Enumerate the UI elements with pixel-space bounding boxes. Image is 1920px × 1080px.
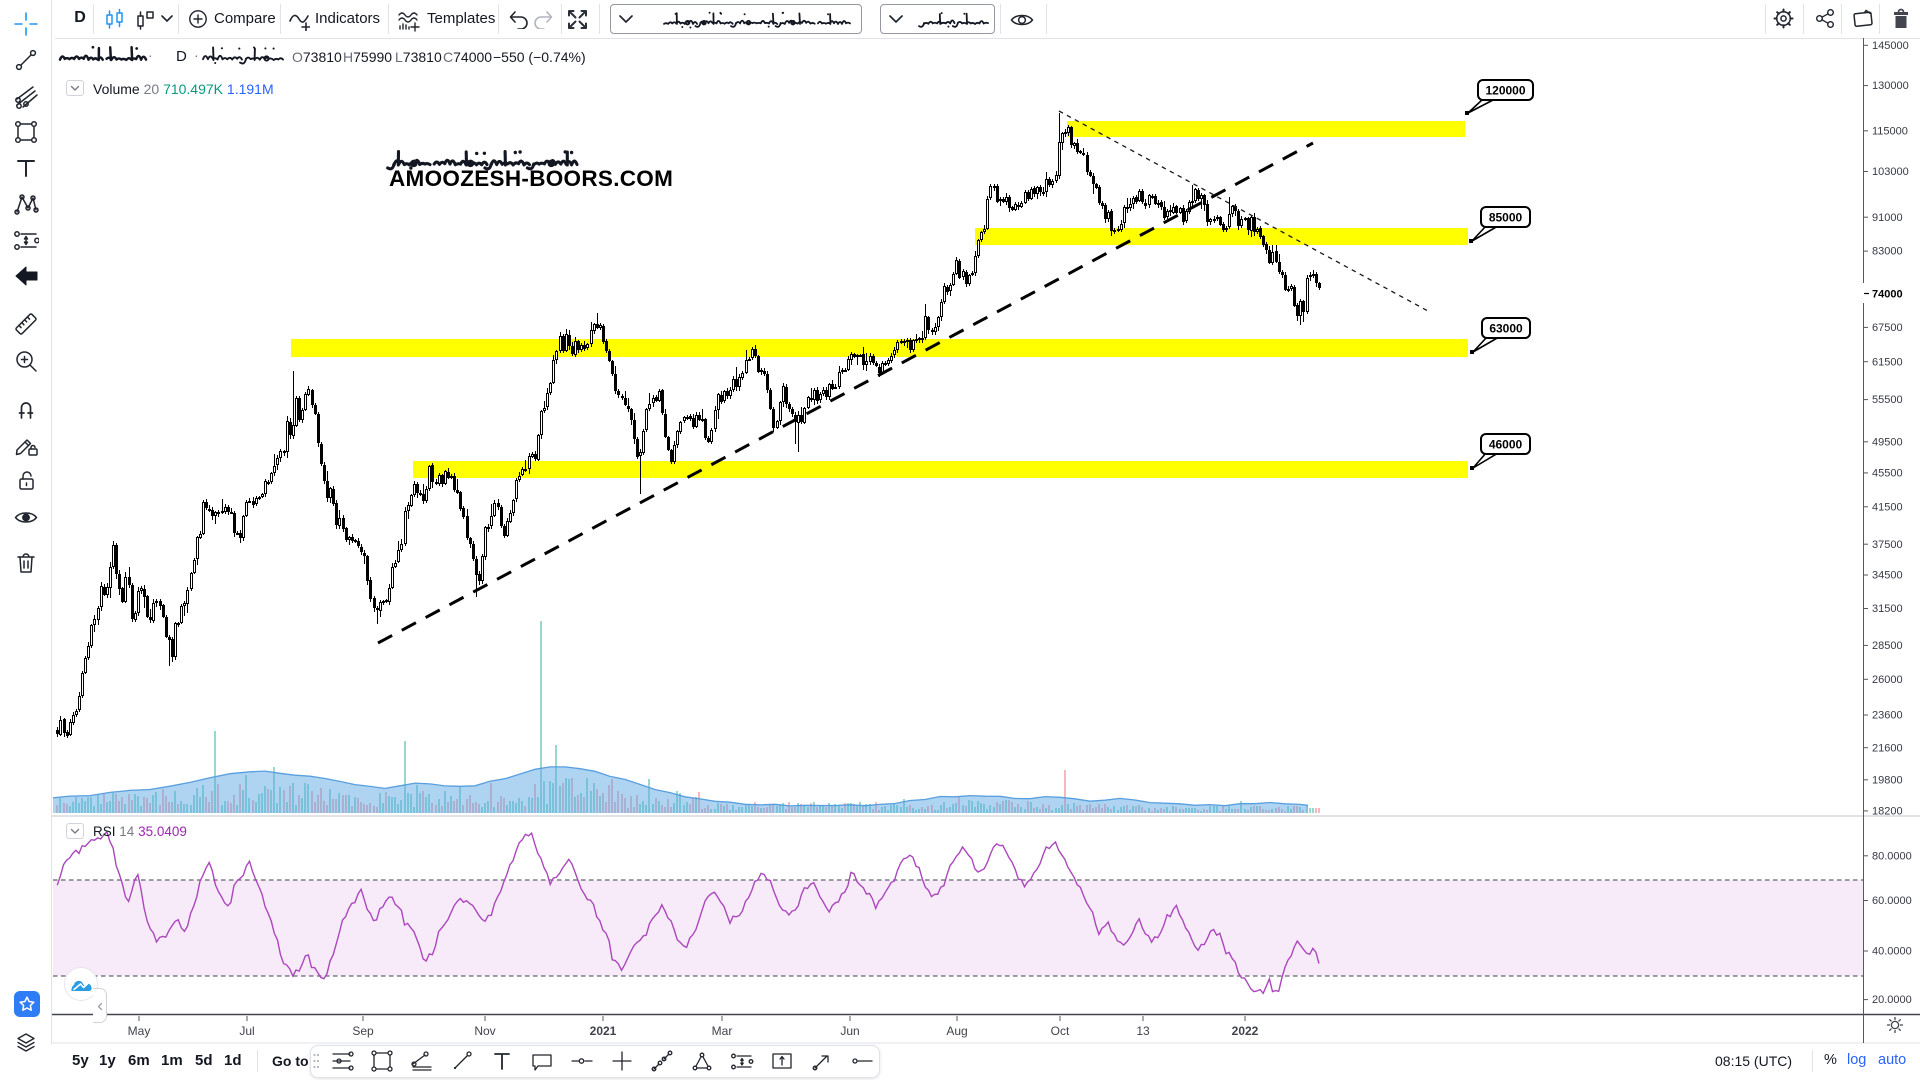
svg-text:145000: 145000 <box>1872 40 1909 52</box>
svg-text:18200: 18200 <box>1872 806 1903 818</box>
svg-text:67500: 67500 <box>1872 322 1903 334</box>
svg-text:Sep: Sep <box>352 1024 374 1038</box>
svg-text:19800: 19800 <box>1872 774 1903 786</box>
svg-text:60.0000: 60.0000 <box>1872 895 1912 907</box>
svg-text:AMOOZESH-BOORS.COM: AMOOZESH-BOORS.COM <box>389 166 673 191</box>
svg-text:61500: 61500 <box>1872 356 1903 368</box>
svg-text:83000: 83000 <box>1872 246 1903 258</box>
svg-text:46000: 46000 <box>1489 438 1523 452</box>
svg-text:2022: 2022 <box>1232 1024 1259 1038</box>
svg-text:74000: 74000 <box>1872 289 1903 301</box>
svg-text:120000: 120000 <box>1485 84 1525 98</box>
svg-text:85000: 85000 <box>1489 211 1523 225</box>
svg-text:115000: 115000 <box>1872 125 1908 137</box>
svg-text:34500: 34500 <box>1872 570 1903 582</box>
svg-text:103000: 103000 <box>1872 166 1909 178</box>
svg-text:May: May <box>128 1024 151 1038</box>
svg-text:45500: 45500 <box>1872 468 1903 480</box>
svg-text:Aug: Aug <box>946 1024 967 1038</box>
svg-text:13: 13 <box>1136 1024 1150 1038</box>
svg-text:40.0000: 40.0000 <box>1872 946 1912 958</box>
svg-text:21600: 21600 <box>1872 742 1903 754</box>
svg-text:Jul: Jul <box>239 1024 254 1038</box>
svg-text:63000: 63000 <box>1489 322 1523 336</box>
svg-text:91000: 91000 <box>1872 212 1903 224</box>
svg-text:Jun: Jun <box>840 1024 859 1038</box>
svg-text:Mar: Mar <box>712 1024 733 1038</box>
svg-text:26000: 26000 <box>1872 674 1903 686</box>
svg-text:2021: 2021 <box>590 1024 617 1038</box>
svg-text:80.0000: 80.0000 <box>1872 850 1912 862</box>
svg-text:20.0000: 20.0000 <box>1872 994 1912 1006</box>
svg-text:37500: 37500 <box>1872 539 1903 551</box>
svg-text:49500: 49500 <box>1872 436 1903 448</box>
svg-text:130000: 130000 <box>1872 80 1909 92</box>
svg-text:31500: 31500 <box>1872 603 1903 615</box>
svg-text:23600: 23600 <box>1872 710 1903 722</box>
svg-text:Oct: Oct <box>1051 1024 1070 1038</box>
svg-text:41500: 41500 <box>1872 501 1903 513</box>
svg-text:55500: 55500 <box>1872 394 1903 406</box>
svg-text:Nov: Nov <box>474 1024 495 1038</box>
svg-text:28500: 28500 <box>1872 640 1903 652</box>
